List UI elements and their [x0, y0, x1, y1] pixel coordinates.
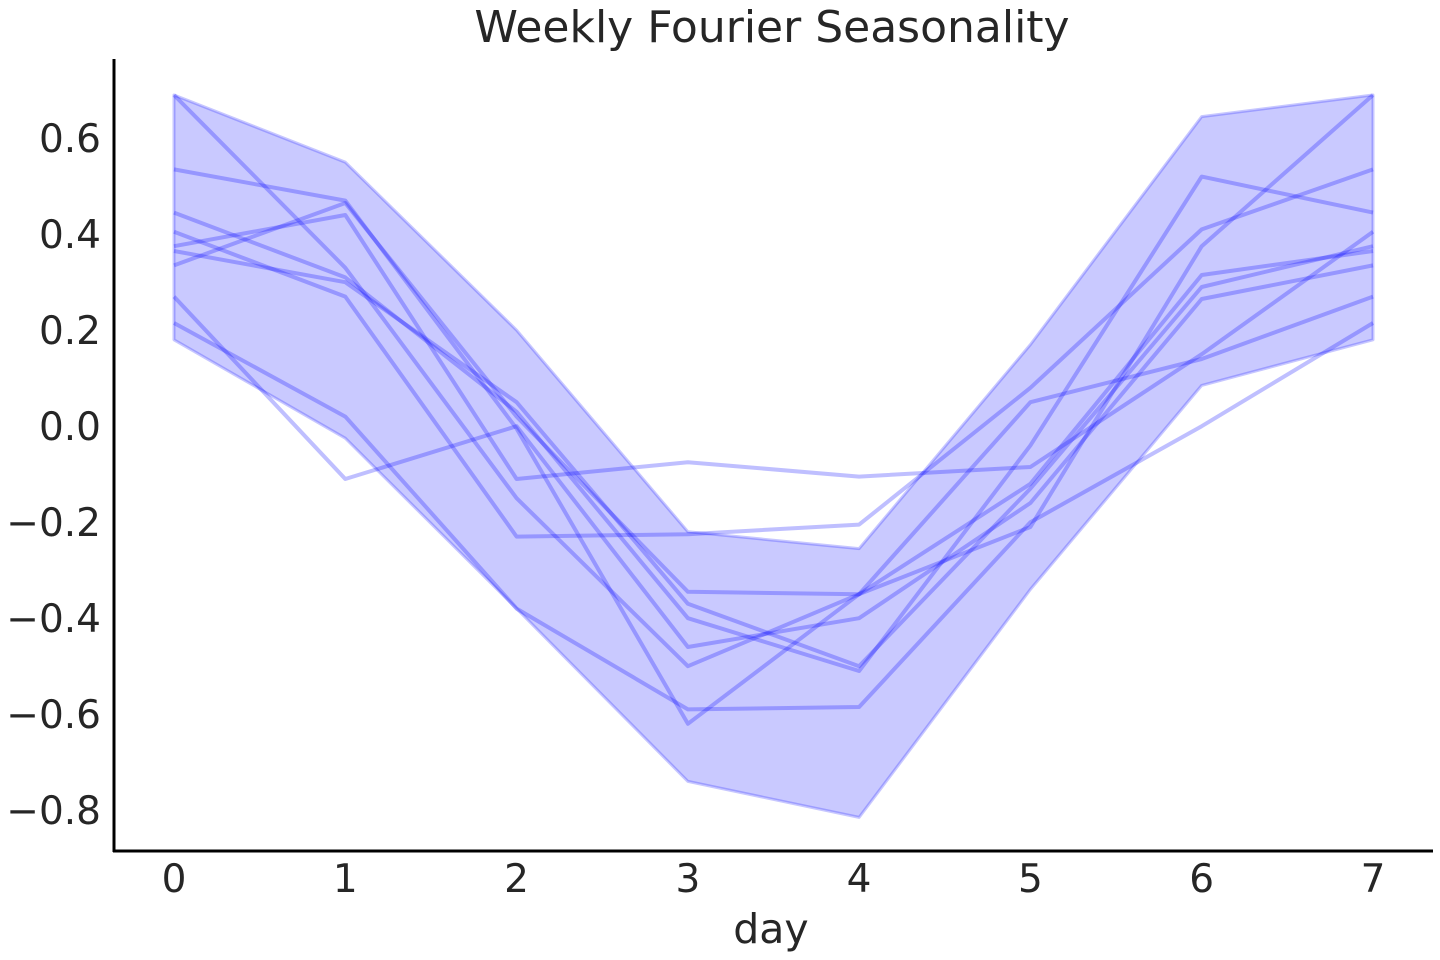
- x-tick-label: 0: [162, 857, 187, 902]
- y-tick-label: 0.6: [39, 117, 101, 162]
- series-line-5: [173, 213, 1375, 481]
- x-axis-label: day: [733, 905, 808, 953]
- x-tick-label: 4: [847, 857, 872, 902]
- y-tick-label: −0.6: [6, 693, 101, 738]
- chart-title: Weekly Fourier Seasonality: [474, 2, 1069, 53]
- y-tick-label: 0.4: [39, 213, 101, 258]
- x-tick-labels: 0 1 2 3 4 5 6 7: [162, 857, 1386, 902]
- series-line-8: [172, 263, 1374, 649]
- series-line-9: [173, 321, 1375, 712]
- series-line-2: [173, 93, 1375, 726]
- y-tick-labels: 0.6 0.4 0.2 0.0 −0.2 −0.4 −0.6 −0.8: [6, 117, 101, 834]
- x-tick-label: 5: [1018, 857, 1043, 902]
- series-line-6: [173, 244, 1374, 669]
- x-tick-label: 3: [675, 857, 700, 902]
- series-line-7: [173, 201, 1374, 597]
- y-tick-label: 0.0: [39, 405, 101, 450]
- confidence-band-layer: [172, 93, 1375, 819]
- series-line-4: [173, 167, 1374, 539]
- series-line-1: [172, 93, 1374, 669]
- y-tick-label: −0.2: [6, 501, 101, 546]
- y-tick-label: −0.4: [6, 597, 101, 642]
- y-tick-label: 0.2: [39, 309, 101, 354]
- x-tick-label: 7: [1361, 857, 1386, 902]
- x-tick-label: 6: [1189, 857, 1214, 902]
- series-lines-layer: [172, 93, 1375, 726]
- x-tick-label: 2: [504, 857, 529, 902]
- y-tick-label: −0.8: [6, 789, 101, 834]
- confidence-band: [172, 93, 1375, 819]
- series-line-3: [173, 174, 1374, 673]
- x-tick-label: 1: [333, 857, 358, 902]
